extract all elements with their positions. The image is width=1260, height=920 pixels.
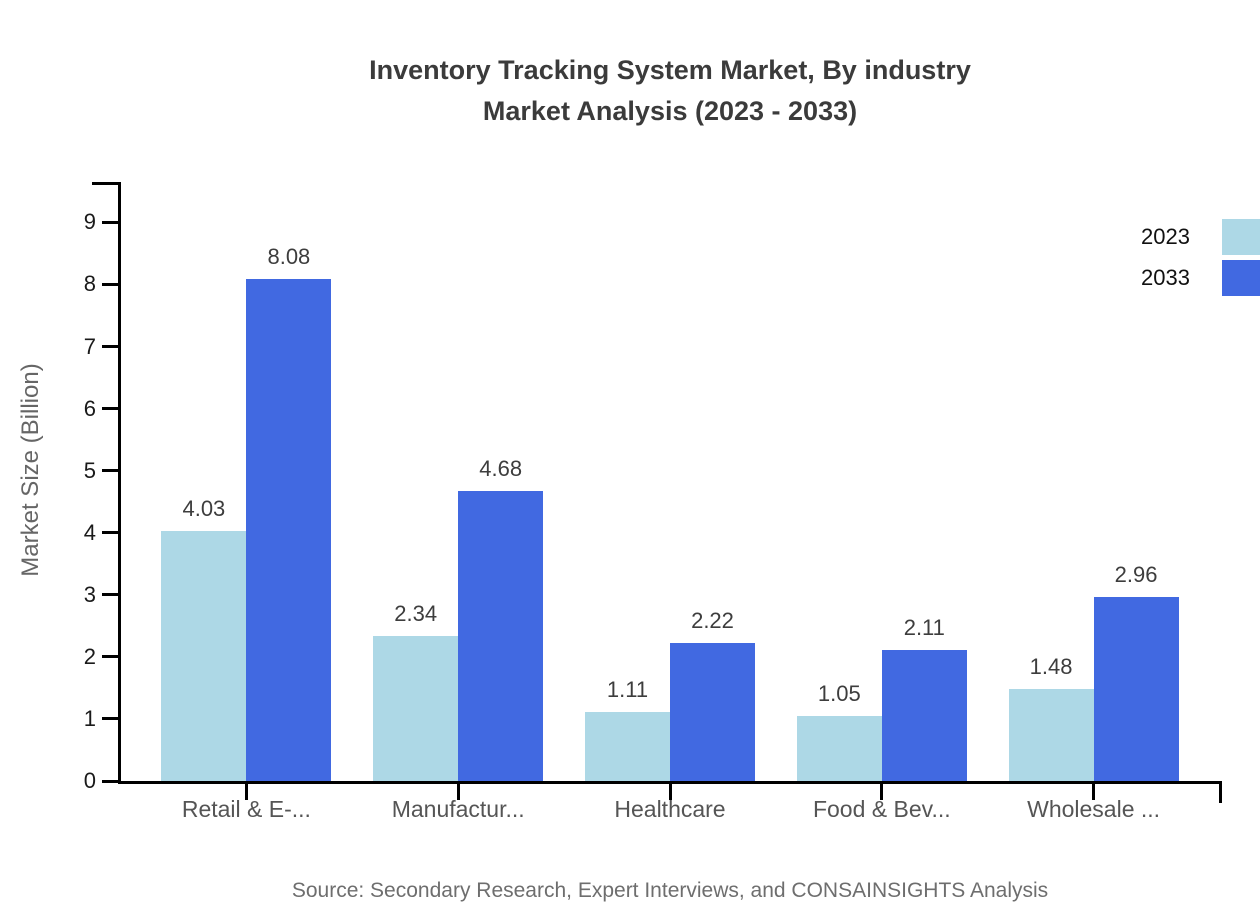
y-tick-7 — [102, 345, 118, 348]
legend-item-2033: 2033 — [1141, 260, 1260, 296]
y-tick-label-6: 6 — [83, 395, 96, 421]
y-tick-8 — [102, 282, 118, 286]
x-tick-2 — [668, 781, 672, 800]
x-category-label-1: Manufactur... — [391, 796, 525, 822]
value-label-2033-3: 2.11 — [903, 615, 945, 641]
value-label-2023-1: 2.34 — [394, 600, 438, 626]
x-tick-0 — [244, 781, 248, 800]
bar-2023-1 — [373, 635, 459, 781]
y-axis-end-cap — [92, 182, 118, 185]
bar-2023-0 — [161, 530, 247, 781]
y-tick-5 — [102, 469, 118, 473]
legend: 2023 2033 — [1141, 219, 1260, 301]
chart-title-line2: Market Analysis (2023 - 2033) — [482, 96, 858, 126]
value-label-2033-1: 4.68 — [479, 455, 523, 481]
x-category-label-4: Wholesale ... — [1027, 796, 1161, 822]
source-note: Source: Secondary Research, Expert Inter… — [291, 879, 1049, 902]
y-tick-label-8: 8 — [83, 271, 96, 297]
legend-item-2023: 2023 — [1141, 219, 1260, 255]
y-tick-1 — [102, 717, 118, 721]
value-label-2023-3: 1.05 — [817, 680, 861, 706]
y-tick-label-1: 1 — [83, 705, 96, 731]
y-tick-3 — [102, 593, 118, 597]
y-tick-label-2: 2 — [83, 643, 96, 669]
bar-2033-2 — [670, 643, 755, 781]
x-category-label-0: Retail & E-... — [181, 796, 311, 822]
y-tick-2 — [102, 655, 118, 659]
value-label-2033-2: 2.22 — [691, 608, 734, 634]
x-tick-1 — [456, 781, 460, 800]
value-label-2033-0: 8.08 — [267, 244, 311, 270]
value-label-2033-4: 2.96 — [1114, 562, 1158, 588]
y-tick-label-7: 7 — [83, 333, 96, 359]
bar-2033-4 — [1093, 597, 1179, 781]
value-label-2023-4: 1.48 — [1029, 654, 1073, 680]
value-label-2023-2: 1.11 — [606, 677, 649, 703]
chart-title: Inventory Tracking System Market, By ind… — [118, 50, 1222, 132]
y-axis-line — [118, 182, 121, 784]
x-axis-end-cap — [1219, 781, 1222, 803]
chart-title-line1: Inventory Tracking System Market, By ind… — [369, 55, 971, 85]
x-category-label-2: Healthcare — [614, 796, 726, 822]
y-tick-label-9: 9 — [83, 209, 96, 235]
y-tick-9 — [102, 220, 118, 224]
legend-label-2033: 2033 — [1141, 265, 1190, 290]
y-tick-0 — [102, 779, 118, 783]
y-tick-6 — [102, 407, 118, 411]
legend-swatch-2023 — [1222, 219, 1260, 255]
x-category-label-3: Food & Bev... — [812, 796, 951, 822]
y-tick-label-4: 4 — [83, 519, 96, 545]
legend-swatch-2033 — [1222, 260, 1260, 296]
bar-2033-3 — [881, 650, 967, 781]
bar-2023-2 — [585, 712, 670, 781]
bar-2023-4 — [1008, 689, 1094, 781]
x-tick-4 — [1092, 781, 1096, 800]
y-tick-label-0: 0 — [83, 768, 96, 793]
bar-2033-0 — [246, 279, 332, 781]
y-tick-label-3: 3 — [83, 581, 96, 607]
bar-2023-3 — [796, 715, 882, 781]
bar-2033-1 — [458, 490, 544, 781]
y-tick-4 — [102, 531, 118, 535]
value-label-2023-0: 4.03 — [182, 495, 226, 521]
y-tick-label-5: 5 — [83, 457, 96, 483]
x-tick-3 — [880, 781, 884, 800]
legend-label-2023: 2023 — [1141, 224, 1190, 249]
